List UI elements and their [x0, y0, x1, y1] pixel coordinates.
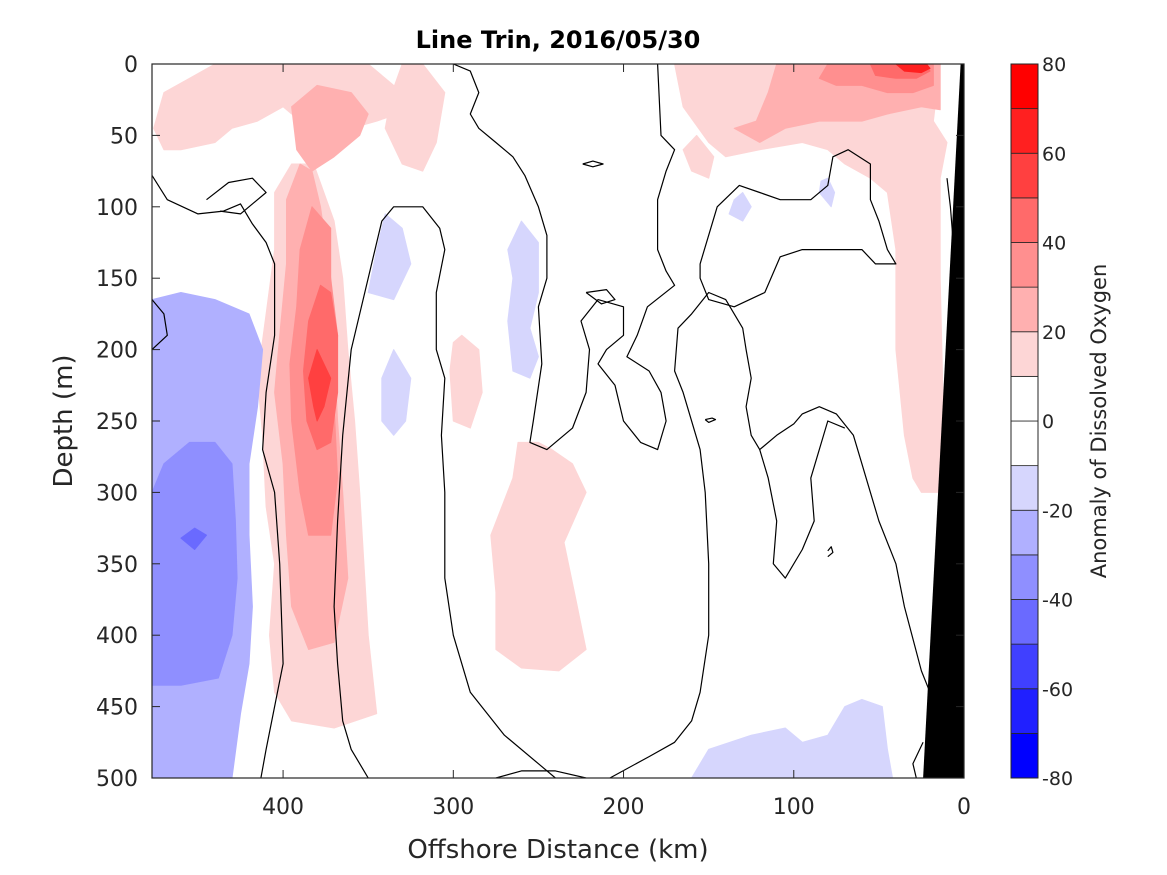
colorbar-swatch — [1010, 63, 1039, 110]
y-axis-label: Depth (m) — [49, 354, 79, 487]
contour-left-loop — [152, 175, 284, 778]
land-wedge — [923, 64, 964, 778]
y-tick-label: 150 — [96, 267, 138, 292]
contour-small-eye-2 — [827, 546, 834, 558]
colorbar-swatch — [1010, 242, 1039, 288]
filled-region-negative-center — [507, 220, 539, 379]
contour-small-eye — [704, 417, 717, 423]
colorbar-label: Anomaly of Dissolved Oxygen — [1087, 264, 1111, 579]
filled-region-negative-mid-column — [367, 213, 412, 301]
colorbar-swatch — [1010, 375, 1039, 422]
x-tick-label: 300 — [432, 795, 474, 820]
contour-right-inner — [759, 420, 846, 579]
colorbar-tick-label: -20 — [1042, 500, 1073, 522]
filled-region-negative-right-small-b — [818, 177, 836, 208]
chart-title: Line Trin, 2016/05/30 — [416, 26, 701, 54]
filled-region-negative-bottom-right — [691, 699, 893, 778]
y-tick-label: 50 — [110, 124, 138, 149]
x-axis-label: Offshore Distance (km) — [407, 835, 708, 865]
colorbar-tick-label: -60 — [1042, 679, 1073, 701]
colorbar-swatch — [1010, 152, 1039, 199]
y-tick-label: 250 — [96, 410, 138, 435]
filled-region-positive-small-center — [449, 334, 483, 429]
y-tick-label: 200 — [96, 339, 138, 364]
filled-region-positive-right-column — [674, 64, 948, 493]
filled-region-positive-mid-deep — [490, 441, 587, 672]
colorbar-swatch — [1010, 197, 1039, 243]
land-mask — [923, 64, 964, 778]
filled-region-positive-small-right — [682, 134, 715, 179]
y-tick-label: 100 — [96, 196, 138, 221]
filled-region-negative-left-medium — [152, 441, 238, 686]
colorbar-swatch — [1010, 688, 1039, 734]
contour-small-diamond — [582, 160, 604, 168]
contour-left-small-loop — [206, 177, 267, 215]
filled-contours — [152, 64, 948, 778]
y-tick-label: 0 — [124, 53, 138, 78]
zero-contour-lines — [152, 64, 955, 778]
y-tick-label: 350 — [96, 553, 138, 578]
y-tick-label: 300 — [96, 481, 138, 506]
colorbar-tick-label: 0 — [1042, 411, 1054, 433]
colorbar-swatch — [1010, 599, 1039, 645]
colorbar-swatch — [1010, 554, 1039, 600]
colorbar-tick-label: 40 — [1042, 233, 1066, 255]
filled-region-positive-right-hot — [895, 64, 931, 74]
contour-small-diamond-2 — [585, 289, 616, 305]
colorbar-tick-label: -80 — [1042, 768, 1073, 790]
filled-region-red-top-20 — [291, 84, 369, 172]
y-tick-label: 400 — [96, 624, 138, 649]
colorbar-frame — [1010, 63, 1039, 779]
filled-region-negative-left-dark — [180, 527, 207, 550]
colorbar-swatch — [1010, 108, 1039, 154]
contour-left-edge — [152, 299, 168, 351]
x-tick-label: 400 — [262, 795, 304, 820]
y-tick-label: 450 — [96, 696, 138, 721]
colorbar-tick-label: 20 — [1042, 322, 1066, 344]
colorbar-swatch — [1010, 465, 1039, 511]
x-tick-label: 0 — [957, 795, 971, 820]
x-tick-label: 200 — [603, 795, 645, 820]
x-axis-ticks: 400 300 200 100 0 — [262, 64, 971, 820]
colorbar-swatch — [1010, 286, 1039, 333]
filled-region-negative-mid-left — [381, 349, 412, 436]
colorbar-swatch — [1010, 732, 1039, 779]
x-tick-label: 100 — [773, 795, 815, 820]
contour-coast-bottom — [912, 742, 924, 778]
colorbar-swatch — [1010, 420, 1039, 467]
contour-mid-a — [333, 206, 556, 778]
colorbar-tick-label: 80 — [1042, 54, 1066, 76]
y-tick-label: 500 — [96, 767, 138, 792]
colorbar-tick-label: -40 — [1042, 590, 1073, 612]
filled-region-positive-mid-surface — [384, 64, 446, 172]
contour-center-big — [453, 64, 676, 451]
filled-region-negative-right-small-a — [728, 192, 752, 222]
contour-right-loop — [699, 149, 897, 308]
colorbar-swatch — [1010, 509, 1039, 556]
contour-mid-b — [495, 770, 587, 778]
colorbar-swatch — [1010, 331, 1039, 377]
colorbar-swatch — [1010, 643, 1039, 690]
contour-right-center — [609, 291, 931, 778]
filled-region-red-tongue-50 — [308, 349, 332, 422]
y-axis-ticks: 0 50 100 150 200 250 300 350 400 450 500 — [96, 53, 964, 792]
colorbar: -80 -60 -40 -20 0 20 40 60 80 — [1010, 54, 1073, 790]
colorbar-tick-label: 60 — [1042, 143, 1066, 165]
